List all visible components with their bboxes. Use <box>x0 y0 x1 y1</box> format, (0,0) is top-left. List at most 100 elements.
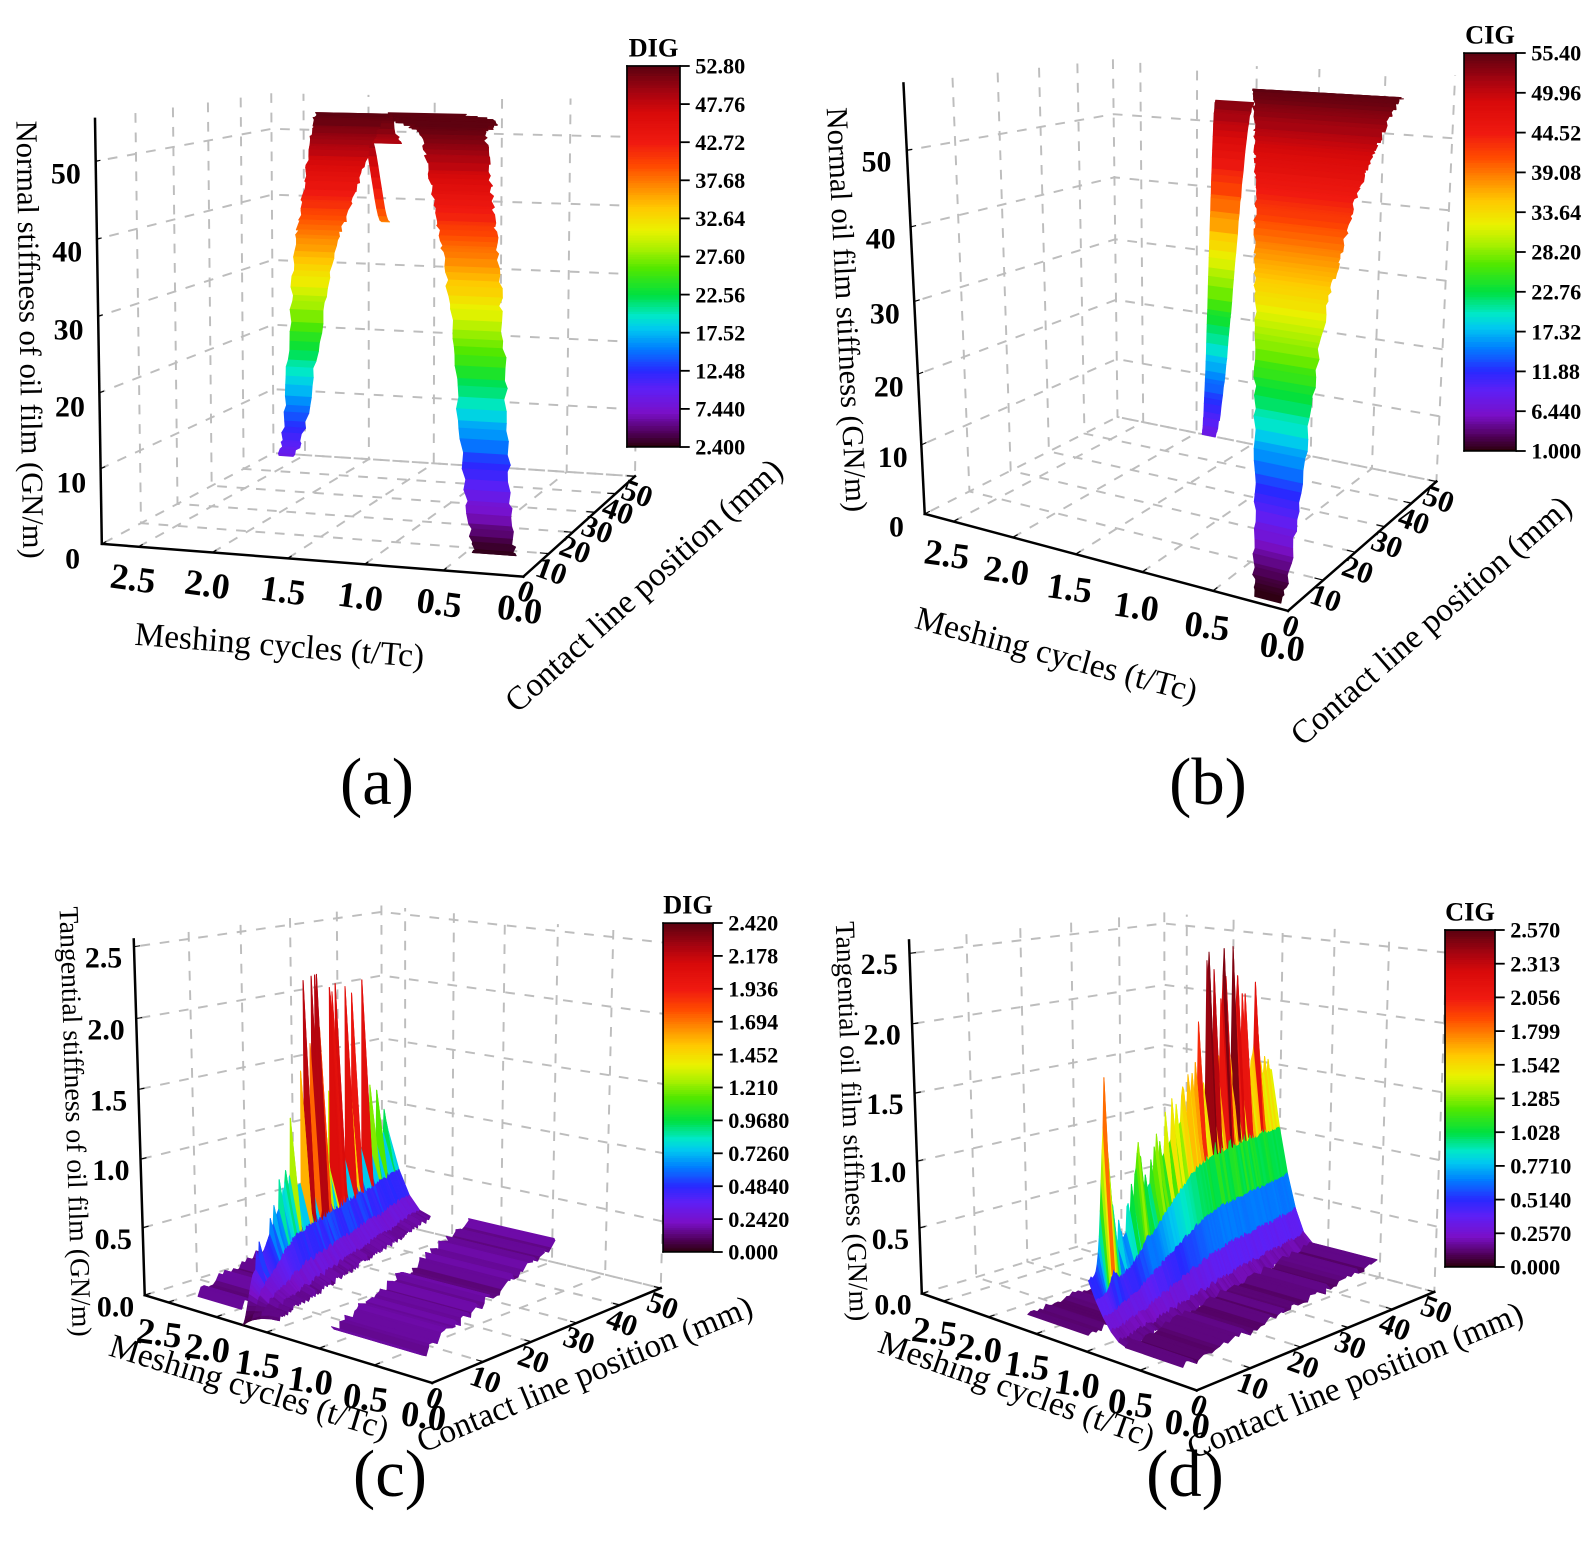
svg-text:33.64: 33.64 <box>1531 200 1581 225</box>
svg-text:2.5: 2.5 <box>909 1309 959 1355</box>
svg-text:55.40: 55.40 <box>1531 41 1581 66</box>
svg-text:2.313: 2.313 <box>1510 951 1560 976</box>
svg-text:(a): (a) <box>340 746 414 819</box>
svg-text:20: 20 <box>874 370 904 403</box>
svg-text:0.0: 0.0 <box>1162 1401 1212 1447</box>
svg-text:0.000: 0.000 <box>728 1240 778 1265</box>
svg-text:0.0: 0.0 <box>97 1290 134 1323</box>
svg-text:42.72: 42.72 <box>695 130 745 155</box>
svg-text:0.0: 0.0 <box>874 1288 911 1321</box>
svg-text:40: 40 <box>866 223 896 256</box>
svg-text:2.570: 2.570 <box>1510 918 1560 943</box>
svg-text:2.056: 2.056 <box>1510 985 1560 1010</box>
svg-text:1.5: 1.5 <box>866 1088 903 1121</box>
svg-text:30: 30 <box>54 313 84 346</box>
svg-text:1.5: 1.5 <box>1044 565 1094 611</box>
svg-text:7.440: 7.440 <box>695 397 745 422</box>
svg-text:32.64: 32.64 <box>695 206 745 231</box>
svg-text:11.88: 11.88 <box>1531 359 1580 384</box>
svg-text:1.0: 1.0 <box>1111 584 1161 630</box>
svg-text:0.5: 0.5 <box>95 1223 132 1256</box>
svg-text:1.799: 1.799 <box>1510 1019 1560 1044</box>
svg-text:0.7710: 0.7710 <box>1510 1154 1571 1179</box>
svg-text:1.5: 1.5 <box>233 1341 283 1387</box>
svg-text:0.2570: 0.2570 <box>1510 1221 1571 1246</box>
svg-text:2.5: 2.5 <box>108 556 158 602</box>
svg-text:CIG: CIG <box>1445 896 1495 926</box>
svg-text:2.5: 2.5 <box>85 942 122 975</box>
svg-text:0.5: 0.5 <box>1105 1380 1155 1426</box>
svg-text:50: 50 <box>51 157 81 190</box>
svg-text:2.178: 2.178 <box>728 944 778 969</box>
svg-text:DIG: DIG <box>663 889 713 919</box>
svg-text:2.0: 2.0 <box>863 1019 900 1052</box>
svg-text:37.68: 37.68 <box>695 168 745 193</box>
svg-text:(c): (c) <box>353 1438 427 1511</box>
svg-text:CIG: CIG <box>1465 19 1515 49</box>
svg-text:0.5140: 0.5140 <box>1510 1187 1571 1212</box>
svg-text:1.0: 1.0 <box>1052 1361 1102 1407</box>
svg-text:22.56: 22.56 <box>695 282 745 307</box>
svg-text:2.5: 2.5 <box>134 1310 184 1356</box>
svg-text:1.000: 1.000 <box>1531 439 1581 464</box>
svg-text:0.4840: 0.4840 <box>728 1174 789 1199</box>
svg-text:17.52: 17.52 <box>695 320 745 345</box>
svg-text:0.5: 0.5 <box>872 1223 909 1256</box>
svg-text:2.5: 2.5 <box>922 531 972 577</box>
svg-text:1.028: 1.028 <box>1510 1120 1560 1145</box>
svg-text:17.32: 17.32 <box>1531 319 1581 344</box>
svg-text:0.2420: 0.2420 <box>728 1207 789 1232</box>
svg-text:1.5: 1.5 <box>90 1084 127 1117</box>
svg-text:0.7260: 0.7260 <box>728 1141 789 1166</box>
svg-text:DIG: DIG <box>629 32 679 62</box>
svg-text:2.0: 2.0 <box>182 561 232 607</box>
svg-text:1.452: 1.452 <box>728 1042 778 1067</box>
svg-text:2.0: 2.0 <box>87 1014 124 1047</box>
svg-text:6.440: 6.440 <box>1531 399 1581 424</box>
svg-text:52.80: 52.80 <box>695 54 745 79</box>
svg-text:30: 30 <box>870 297 900 330</box>
svg-text:10: 10 <box>56 467 86 500</box>
svg-text:0: 0 <box>65 542 80 575</box>
svg-text:(d): (d) <box>1146 1438 1224 1511</box>
svg-text:0.9680: 0.9680 <box>728 1108 789 1133</box>
svg-text:Normal stiffness of oil film (: Normal stiffness of oil film (GN/m) <box>9 120 50 559</box>
svg-text:2.400: 2.400 <box>695 435 745 460</box>
svg-text:1.0: 1.0 <box>869 1156 906 1189</box>
svg-text:1.0: 1.0 <box>285 1358 335 1404</box>
svg-text:47.76: 47.76 <box>695 92 745 117</box>
svg-text:0.5: 0.5 <box>340 1375 390 1421</box>
svg-text:49.96: 49.96 <box>1531 81 1581 106</box>
svg-text:1.210: 1.210 <box>728 1075 778 1100</box>
svg-text:20: 20 <box>55 390 85 423</box>
svg-text:39.08: 39.08 <box>1531 160 1581 185</box>
svg-text:1.5: 1.5 <box>258 568 308 614</box>
svg-text:10: 10 <box>878 441 908 474</box>
svg-text:2.0: 2.0 <box>182 1325 232 1371</box>
svg-text:0.0: 0.0 <box>495 586 545 632</box>
svg-text:2.420: 2.420 <box>728 911 778 936</box>
svg-text:2.0: 2.0 <box>981 548 1031 594</box>
svg-text:27.60: 27.60 <box>695 244 745 269</box>
svg-text:1.5: 1.5 <box>1002 1343 1052 1389</box>
svg-text:1.936: 1.936 <box>728 977 778 1002</box>
svg-text:50: 50 <box>862 146 892 179</box>
svg-text:1.0: 1.0 <box>335 574 385 620</box>
svg-text:1.694: 1.694 <box>728 1009 778 1034</box>
svg-text:2.0: 2.0 <box>954 1325 1004 1371</box>
svg-text:0.000: 0.000 <box>1510 1255 1560 1280</box>
svg-text:(b): (b) <box>1169 746 1247 819</box>
svg-text:0.5: 0.5 <box>414 580 464 626</box>
svg-text:12.48: 12.48 <box>695 359 745 384</box>
svg-text:1.0: 1.0 <box>92 1154 129 1187</box>
svg-text:0.0: 0.0 <box>398 1393 448 1439</box>
svg-text:1.542: 1.542 <box>1510 1053 1560 1078</box>
svg-text:1.285: 1.285 <box>1510 1086 1560 1111</box>
svg-text:22.76: 22.76 <box>1531 280 1581 305</box>
svg-text:28.20: 28.20 <box>1531 240 1581 265</box>
svg-text:0.0: 0.0 <box>1257 624 1307 670</box>
svg-text:44.52: 44.52 <box>1531 120 1581 145</box>
svg-text:0: 0 <box>889 510 904 543</box>
svg-text:2.5: 2.5 <box>861 948 898 981</box>
svg-text:40: 40 <box>52 236 82 269</box>
